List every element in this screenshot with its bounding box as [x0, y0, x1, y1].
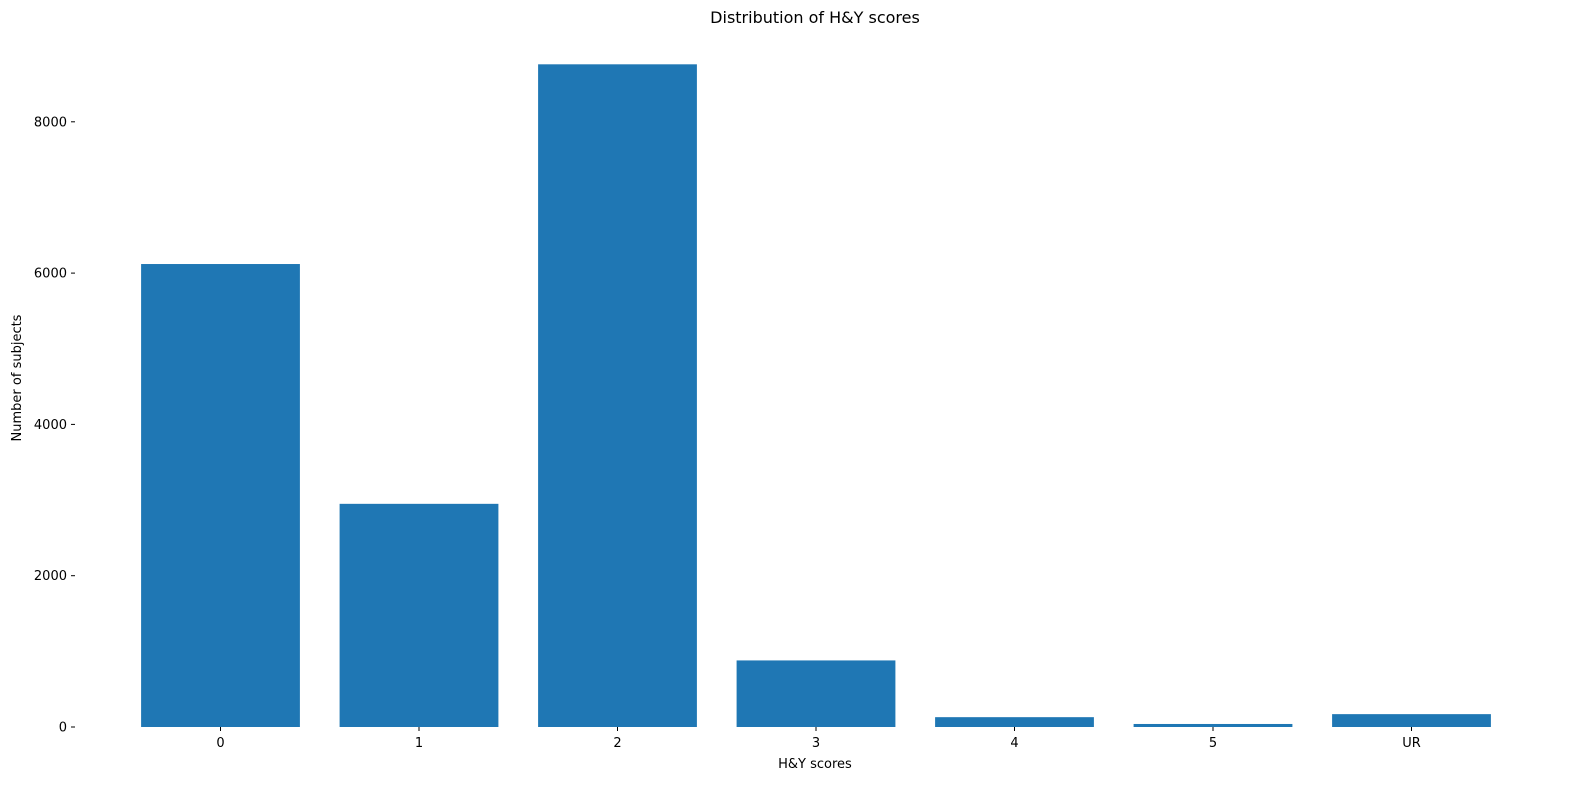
- x-tick-label: 3: [812, 736, 820, 751]
- x-tick-label: UR: [1402, 736, 1421, 751]
- x-tick-label: 1: [415, 736, 423, 751]
- x-tick-label: 5: [1209, 736, 1217, 751]
- y-tick-label: 4000: [34, 418, 67, 433]
- x-axis-ticks: 0 1 2 3 4 5 UR: [216, 727, 1421, 751]
- y-tick-label: 6000: [34, 267, 67, 282]
- y-tick-label: 0: [59, 721, 67, 736]
- y-tick-label: 8000: [34, 115, 67, 130]
- y-axis-label: Number of subjects: [10, 314, 25, 441]
- x-tick-label: 4: [1010, 736, 1018, 751]
- x-axis-label: H&Y scores: [778, 757, 852, 772]
- x-tick-label: 0: [216, 736, 224, 751]
- bar-5: [1133, 723, 1293, 727]
- x-tick-label: 2: [613, 736, 621, 751]
- bar-0: [141, 264, 300, 727]
- bar-3: [736, 660, 896, 727]
- y-axis-ticks: 0 2000 4000 6000 8000: [34, 115, 75, 736]
- bars-group: [141, 64, 1491, 727]
- bar-2: [538, 64, 697, 727]
- bar-ur: [1332, 714, 1491, 727]
- y-tick-label: 2000: [34, 569, 67, 584]
- chart-title: Distribution of H&Y scores: [710, 8, 920, 27]
- bar-4: [935, 717, 1094, 727]
- bar-1: [339, 503, 499, 727]
